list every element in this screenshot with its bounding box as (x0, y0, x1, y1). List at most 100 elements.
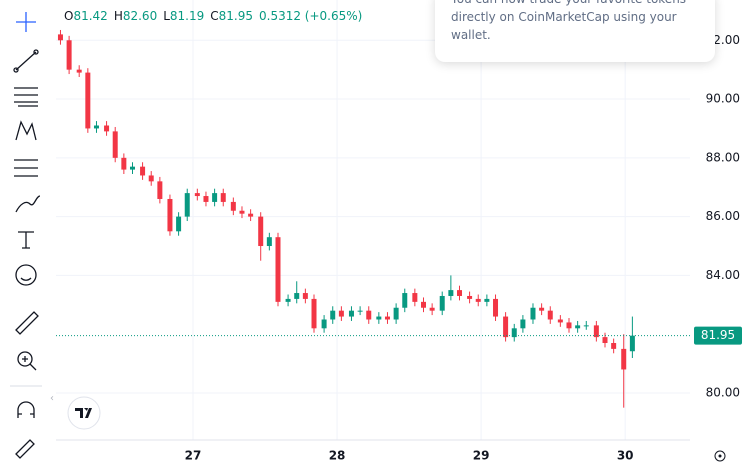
candle-body (176, 216, 182, 232)
candle-body (338, 310, 344, 317)
candle-body (493, 298, 499, 317)
candle-body (321, 319, 327, 329)
candle-body (429, 307, 435, 311)
last-price-box (694, 326, 742, 345)
candle-body (266, 237, 272, 247)
magnet-tool[interactable] (17, 401, 35, 418)
candle-body (384, 316, 390, 320)
fib-tool[interactable] (14, 87, 38, 107)
candle-body (167, 198, 173, 232)
candle-body (547, 310, 553, 320)
candle-body (258, 216, 264, 247)
candle-body (330, 310, 336, 320)
candle-body (57, 34, 63, 41)
candle-body (348, 310, 354, 317)
candle-body (194, 193, 200, 197)
candle-body (239, 210, 245, 214)
candle-body (76, 69, 82, 73)
candle-body (148, 175, 154, 182)
candle-body (85, 72, 91, 129)
ohlc-value: 81.42 (73, 9, 107, 23)
candle-body (140, 166, 146, 176)
candle-body (621, 348, 627, 370)
x-tick-label: 30 (617, 449, 634, 463)
ohlc-value: 81.19 (170, 9, 204, 23)
x-tick-label: 29 (473, 449, 490, 463)
last-price-label: 81.95 (701, 328, 735, 342)
candle-body (475, 298, 481, 302)
crosshair-tool[interactable] (16, 12, 36, 32)
candle-body (575, 325, 581, 329)
candle-body (412, 293, 418, 302)
candle-body (112, 131, 118, 158)
y-tick-label: 88.00 (706, 150, 740, 164)
y-tick-label: 86.00 (706, 209, 740, 223)
candle-body (629, 335, 635, 352)
candle-body (302, 293, 308, 299)
candle-body (566, 322, 572, 329)
candle-body (104, 125, 110, 132)
candle-body (557, 319, 563, 323)
candle-body (311, 298, 317, 329)
candle-body (129, 166, 135, 170)
candle-body (503, 316, 509, 338)
candle-body (611, 343, 617, 349)
ohlc-header: O81.42 H82.60 L81.19 C81.95 0.5312 (+0.65%) (64, 9, 362, 23)
candle-body (248, 213, 254, 217)
projection-tool[interactable] (14, 159, 38, 177)
ohlc-key: O (64, 9, 73, 23)
candle-body (212, 193, 218, 202)
candle-body (275, 237, 281, 302)
tradingview-logo[interactable] (67, 396, 101, 430)
candle-body (357, 310, 363, 312)
ohlc-value: 82.60 (123, 9, 157, 23)
candle-body (203, 196, 209, 202)
candle-body (157, 181, 163, 199)
candle-body (66, 40, 72, 70)
candle-body (230, 201, 236, 211)
candle-body (420, 301, 426, 308)
candle-body (294, 293, 300, 299)
lock-tool[interactable] (15, 439, 35, 459)
popup-text: You can now trade your favorite tokens (451, 0, 699, 8)
candle-body (530, 307, 536, 320)
ohlc-key: H (114, 9, 123, 23)
notice-popup: You can now trade your favorite tokens di… (435, 0, 715, 62)
candle-body (93, 125, 99, 129)
x-tick-label: 28 (329, 449, 346, 463)
candle-body (393, 307, 399, 320)
candle-body (220, 193, 226, 202)
trendline-tool[interactable] (13, 49, 39, 73)
ohlc-change: 0.5312 (+0.65%) (259, 9, 362, 23)
candle-body (520, 319, 526, 329)
text-tool[interactable] (18, 231, 34, 249)
settings-icon[interactable] (714, 450, 726, 462)
candle-body (402, 293, 408, 308)
candle-body (448, 290, 454, 296)
x-tick-label: 27 (185, 449, 202, 463)
collapse-arrow[interactable]: ‹ (50, 393, 54, 404)
candle-body (376, 316, 382, 320)
candle-body (285, 298, 291, 302)
popup-text: directly on CoinMarketCap using your (451, 10, 677, 24)
candle-body (184, 193, 190, 217)
ohlc-key: C (210, 9, 218, 23)
ohlc-value: 81.95 (219, 9, 253, 23)
candle-body (511, 328, 517, 338)
candle-body (583, 325, 589, 327)
candle-body (602, 337, 608, 344)
candle-body (539, 307, 545, 311)
zoom-tool[interactable] (17, 351, 37, 371)
candle-body (121, 157, 127, 170)
icon-tool[interactable] (15, 264, 37, 286)
ohlc-key: L (163, 9, 170, 23)
candle-body (439, 295, 445, 311)
candle-body (457, 290, 463, 296)
candle-body (366, 310, 372, 320)
ruler-tool[interactable] (15, 311, 39, 335)
pattern-tool[interactable] (15, 120, 37, 141)
y-tick-label: 90.00 (706, 92, 740, 106)
candle-body (593, 325, 599, 338)
brush-tool[interactable] (15, 195, 41, 213)
